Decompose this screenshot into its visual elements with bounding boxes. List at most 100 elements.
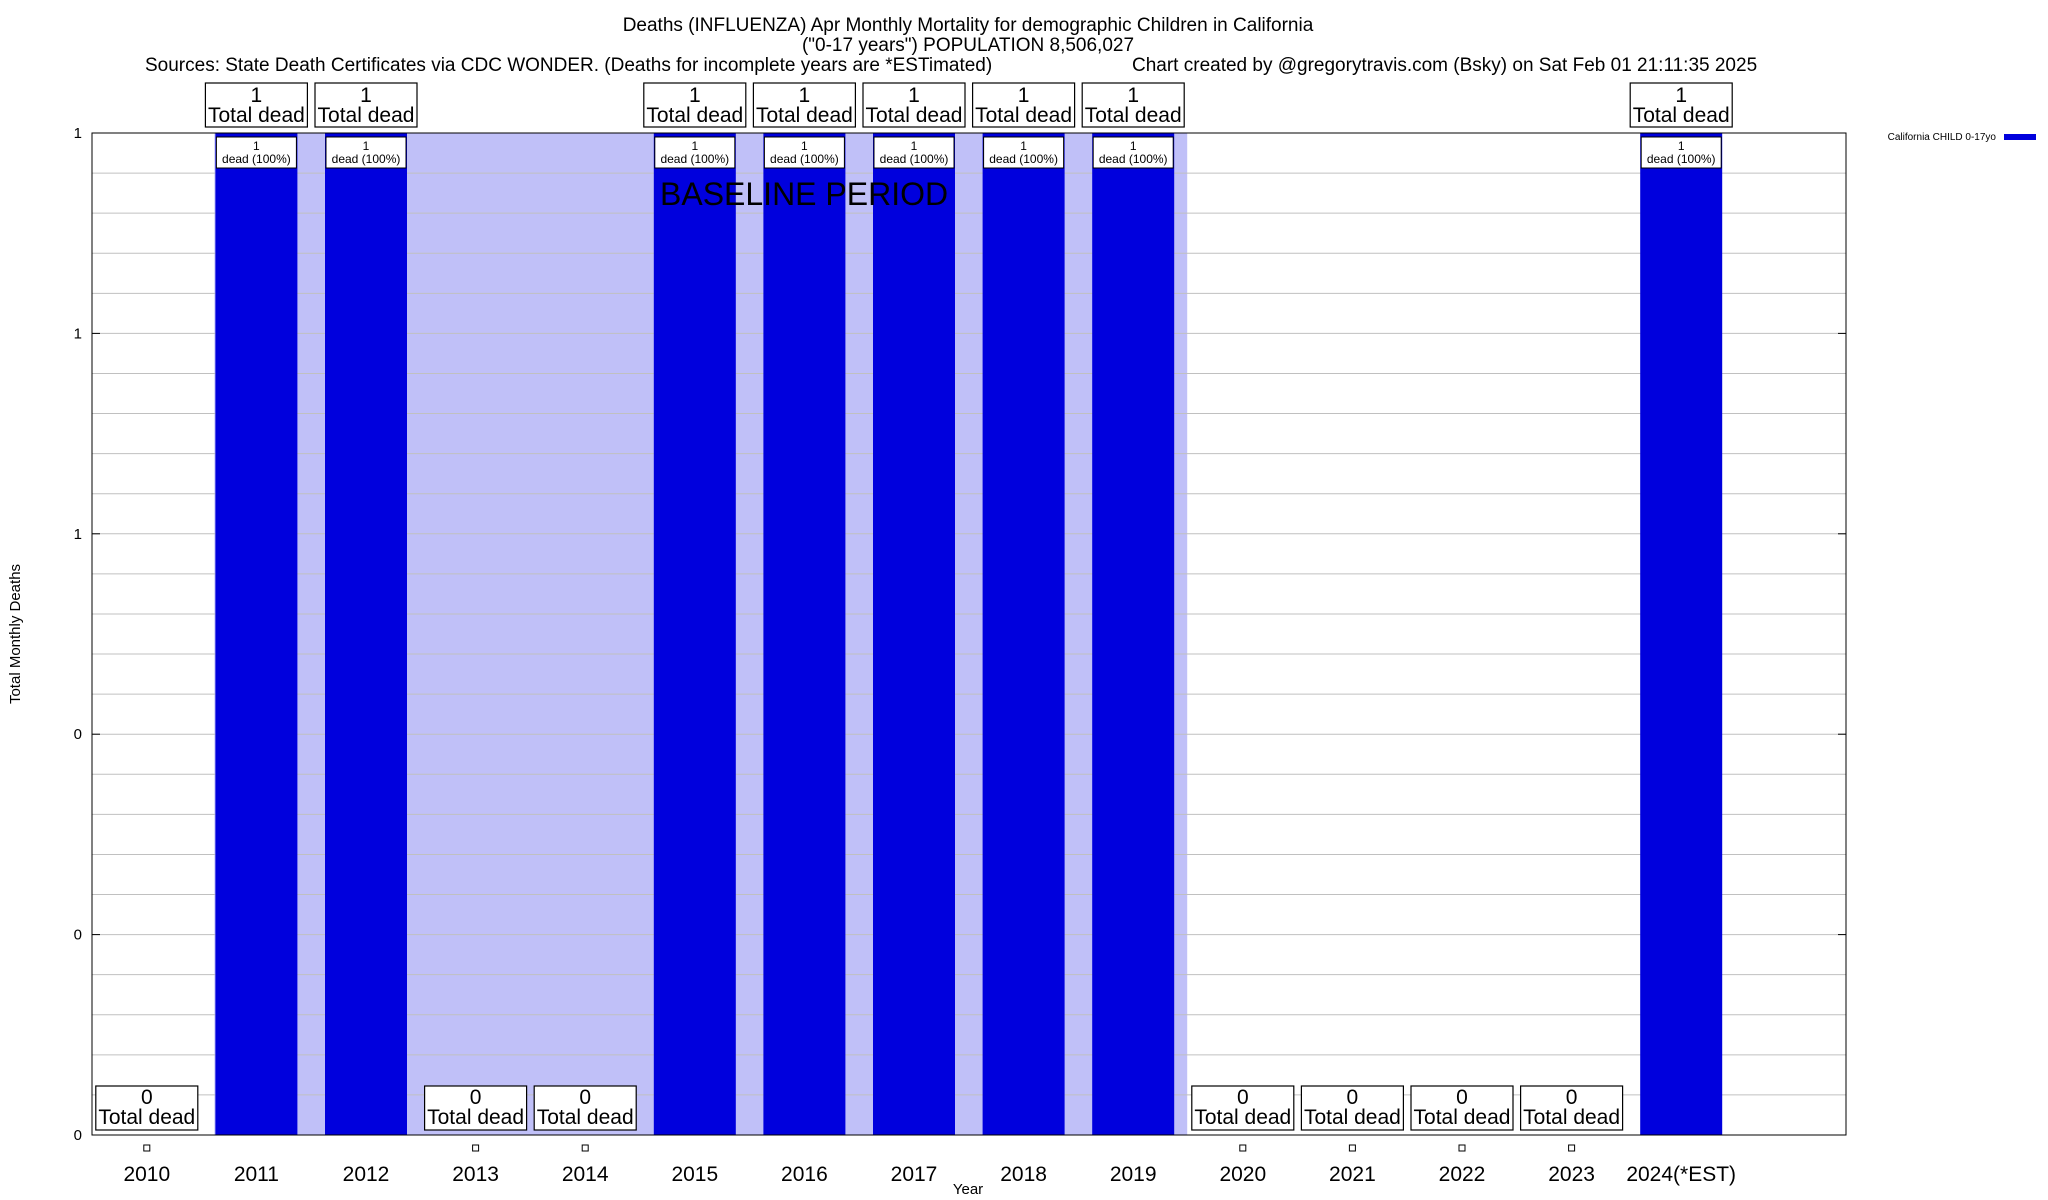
- baseline-label: BASELINE PERIOD: [660, 176, 948, 212]
- bar-zero-label-box: [1519, 1085, 1624, 1131]
- zero-point-marker: [1568, 1144, 1576, 1152]
- bar-top-label: Total dead: [318, 104, 415, 127]
- bar-inner-label-box: [325, 136, 407, 169]
- bar-zero-label: Total dead: [1194, 1106, 1291, 1129]
- bar-top-label-box: [1081, 82, 1185, 128]
- bar-zero-value: 0: [1347, 1086, 1359, 1109]
- bar-inner-label-box: [654, 136, 736, 169]
- bar-inner-label: dead (100%): [222, 152, 291, 166]
- y-tick-label: 0: [74, 1127, 82, 1144]
- legend-swatch: [2004, 134, 2036, 140]
- bar-top-label: Total dead: [646, 104, 743, 127]
- bar-top-label: Total dead: [866, 104, 963, 127]
- x-tick-label: 2017: [891, 1163, 938, 1186]
- bar-top-label: Total dead: [208, 104, 305, 127]
- bar-inner-value: 1: [1678, 139, 1685, 153]
- legend: California CHILD 0-17yo: [1888, 132, 2036, 143]
- zero-point-marker: [472, 1144, 480, 1152]
- bar: [1640, 133, 1723, 1135]
- bar-zero-label: Total dead: [427, 1106, 524, 1129]
- bar-inner-label: dead (100%): [1647, 152, 1716, 166]
- bar-top-value: 1: [689, 84, 701, 107]
- zero-point-marker: [1239, 1144, 1247, 1152]
- bar-top-value: 1: [360, 84, 372, 107]
- chart-sources: Sources: State Death Certificates via CD…: [145, 55, 992, 76]
- bar-top-label: Total dead: [756, 104, 853, 127]
- bar-zero-label-box: [424, 1085, 528, 1131]
- y-tick-label: 1: [74, 325, 82, 342]
- bar-top-label-box: [752, 82, 857, 128]
- x-tick-label: 2022: [1439, 1163, 1486, 1186]
- bar-inner-value: 1: [363, 139, 370, 153]
- bar: [982, 133, 1065, 1135]
- bar-top-label-box: [1629, 82, 1733, 128]
- bar-top-value: 1: [1018, 84, 1030, 107]
- x-tick-label: 2021: [1329, 1163, 1376, 1186]
- bar-inner-label: dead (100%): [880, 152, 949, 166]
- bar-top-label-box: [862, 82, 966, 128]
- chart-title-line2: ("0-17 years") POPULATION 8,506,027: [802, 35, 1134, 56]
- bar-zero-label-box: [1410, 1085, 1514, 1131]
- bar: [763, 133, 846, 1135]
- bar: [215, 133, 298, 1135]
- bar-zero-value: 0: [1456, 1086, 1468, 1109]
- zero-point-marker: [1348, 1144, 1356, 1152]
- bar-zero-value: 0: [579, 1086, 591, 1109]
- x-tick-label: 2016: [781, 1163, 828, 1186]
- y-tick-label: 1: [74, 125, 82, 142]
- bar-zero-value: 0: [1237, 1086, 1249, 1109]
- bar-top-label-box: [643, 82, 747, 128]
- bar-top-value: 1: [908, 84, 920, 107]
- bars-layer: [215, 133, 1723, 1135]
- bar-zero-label: Total dead: [537, 1106, 634, 1129]
- bar-zero-label-box: [1191, 1085, 1295, 1131]
- bar-top-label-box: [314, 82, 418, 128]
- x-tick-label: 2024(*EST): [1626, 1163, 1736, 1186]
- zero-point-marker: [1458, 1144, 1466, 1152]
- bar-inner-label: dead (100%): [660, 152, 729, 166]
- bar: [873, 133, 955, 1135]
- y-tick-label: 0: [74, 927, 82, 944]
- bar-inner-label: dead (100%): [332, 152, 401, 166]
- bar-top-label: Total dead: [1085, 104, 1182, 127]
- x-axis-title: Year: [953, 1181, 983, 1198]
- bar-top-value: 1: [799, 84, 811, 107]
- bar-zero-value: 0: [141, 1086, 153, 1109]
- x-tick-label: 2018: [1000, 1163, 1047, 1186]
- x-tick-label: 2014: [562, 1163, 609, 1186]
- plot-frame: [91, 132, 1847, 1136]
- bar-top-label-box: [204, 82, 308, 128]
- bar-zero-value: 0: [1566, 1086, 1578, 1109]
- y-tick-label: 0: [74, 726, 82, 743]
- x-tick-label: 2013: [452, 1163, 499, 1186]
- y-tick-label: 1: [74, 526, 82, 543]
- bar-inner-label-box: [1640, 136, 1722, 169]
- bar-zero-label: Total dead: [1304, 1106, 1401, 1129]
- legend-label: California CHILD 0-17yo: [1888, 132, 1997, 143]
- x-tick-label: 2015: [671, 1163, 718, 1186]
- bar-zero-label: Total dead: [98, 1106, 195, 1129]
- zero-point-marker: [143, 1144, 151, 1152]
- bar-inner-label-box: [763, 136, 845, 169]
- bar-inner-value: 1: [691, 139, 698, 153]
- bar-inner-label: dead (100%): [770, 152, 839, 166]
- chart-credit: Chart created by @gregorytravis.com (Bsk…: [1132, 55, 1757, 76]
- bar-inner-value: 1: [911, 139, 918, 153]
- bar-inner-value: 1: [1020, 139, 1027, 153]
- bar-inner-value: 1: [801, 139, 808, 153]
- bar-top-label: Total dead: [975, 104, 1072, 127]
- bar-inner-label-box: [983, 136, 1065, 169]
- bar-top-label: Total dead: [1633, 104, 1730, 127]
- x-tick-label: 2011: [234, 1163, 279, 1186]
- x-tick-label: 2010: [123, 1163, 170, 1186]
- bar-inner-label: dead (100%): [1099, 152, 1168, 166]
- bar-zero-label-box: [533, 1085, 637, 1131]
- bar-zero-label-box: [95, 1085, 199, 1131]
- bar-top-label-box: [971, 82, 1076, 128]
- x-tick-label: 2020: [1219, 1163, 1266, 1186]
- bar-inner-label-box: [1092, 136, 1174, 169]
- bar-top-value: 1: [1127, 84, 1139, 107]
- bar-zero-label-box: [1300, 1085, 1405, 1131]
